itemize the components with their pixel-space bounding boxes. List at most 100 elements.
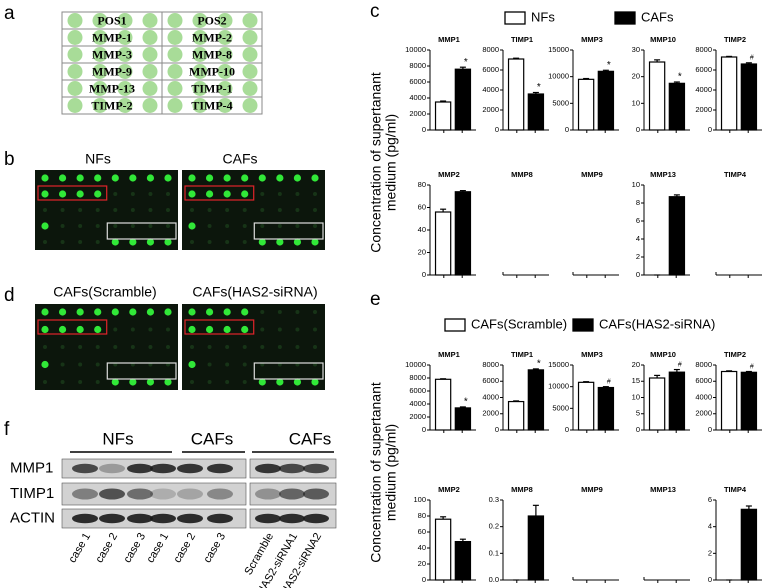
legend-swatch	[444, 318, 466, 332]
spot	[167, 13, 183, 28]
spot	[67, 98, 83, 113]
legend-label: CAFs	[641, 9, 674, 24]
blot-band	[127, 513, 153, 524]
array-spot	[225, 380, 230, 384]
array-spot	[166, 345, 170, 349]
error-bar	[513, 400, 520, 402]
spot	[142, 98, 158, 113]
y-tick-label: 4000	[695, 392, 712, 401]
y-tick-label: 0	[708, 425, 712, 434]
chart-title: MMP8	[511, 485, 533, 494]
blot-band	[99, 513, 125, 524]
blot-strip	[61, 482, 247, 506]
y-tick-label: 0.2	[489, 522, 499, 531]
spot	[67, 81, 83, 96]
array-spot	[295, 345, 300, 349]
image-label: CAFs	[223, 151, 258, 167]
array-spot	[94, 174, 102, 182]
y-tick-label: 4	[708, 522, 712, 531]
y-tick-label: 2000	[695, 409, 712, 418]
array-spot	[76, 308, 84, 316]
significance-mark: *	[464, 397, 468, 408]
array-spot	[78, 240, 83, 244]
array-spot	[148, 192, 153, 196]
error-bar	[440, 378, 447, 380]
array-spot	[225, 224, 230, 228]
y-tick-label: 10000	[405, 360, 426, 369]
map-label: MMP-3	[92, 47, 132, 61]
map-label: POS2	[197, 13, 226, 27]
array-spot	[242, 362, 247, 367]
array-spot	[242, 240, 247, 244]
y-tick-label: 8000	[695, 360, 712, 369]
array-spot	[295, 224, 300, 228]
spot	[142, 64, 158, 79]
spot	[92, 47, 108, 62]
chart-title: MMP10	[650, 350, 676, 359]
blot-band	[177, 488, 203, 500]
row-label: ACTIN	[10, 509, 55, 526]
y-tick-label: 6000	[695, 376, 712, 385]
array-spot	[95, 345, 100, 349]
blot-band	[303, 513, 329, 524]
array-spot	[41, 325, 49, 334]
blot-band	[177, 463, 203, 474]
array-spot	[113, 208, 118, 212]
array-spot	[111, 378, 119, 386]
map-label: POS1	[97, 13, 126, 27]
y-tick-label: 2000	[482, 409, 499, 418]
y-tick-label: 4000	[409, 93, 426, 102]
y-tick-label: 4000	[695, 85, 712, 94]
y-tick-label: 8	[636, 198, 640, 207]
error-bar	[726, 55, 733, 58]
bar	[454, 68, 472, 131]
array-spot	[113, 224, 118, 228]
y-tick-label: 0	[422, 425, 426, 434]
bar	[434, 211, 452, 276]
chart-title: MMP2	[438, 170, 460, 179]
array-spot	[113, 192, 118, 196]
array-spot	[188, 222, 196, 230]
spot	[117, 13, 133, 28]
array-spot	[225, 362, 230, 367]
error-bar	[745, 62, 752, 64]
chart-title: TIMP4	[724, 170, 747, 179]
array-spot	[190, 240, 194, 244]
spot	[217, 13, 233, 28]
array-spot	[260, 345, 265, 349]
y-tick-label: 0	[422, 270, 426, 279]
array-spot	[76, 174, 84, 182]
array-spot	[242, 224, 247, 228]
array-spot	[258, 378, 266, 386]
significance-mark: #	[678, 361, 682, 368]
blot-band	[177, 513, 203, 524]
array-spot	[207, 380, 212, 384]
array-image	[182, 304, 325, 390]
array-spot	[276, 238, 284, 246]
panel-label: a	[4, 3, 15, 24]
y-tick-label: 10000	[548, 382, 569, 391]
y-tick-label: 0	[708, 575, 712, 584]
array-spot	[60, 240, 65, 244]
array-spot	[146, 378, 155, 386]
array-spot	[164, 308, 172, 316]
error-bar	[673, 368, 680, 373]
y-tick-label: 0.3	[489, 495, 499, 504]
blot-band	[207, 488, 233, 500]
error-bar	[745, 370, 752, 373]
array-spot	[111, 308, 119, 316]
significance-mark: #	[750, 55, 754, 62]
chart-title: MMP8	[511, 170, 533, 179]
error-bar	[532, 504, 539, 516]
y-tick-label: 0	[422, 125, 426, 134]
highlight-box	[184, 319, 255, 335]
array-spot	[223, 190, 231, 198]
array-spot	[113, 345, 118, 349]
error-bar	[745, 505, 752, 510]
error-bar	[459, 66, 466, 70]
array-spot	[207, 362, 212, 367]
array-spot	[260, 327, 265, 332]
array-spot	[164, 378, 172, 386]
array-spot	[95, 208, 100, 212]
group-label: CAFs	[289, 429, 332, 448]
